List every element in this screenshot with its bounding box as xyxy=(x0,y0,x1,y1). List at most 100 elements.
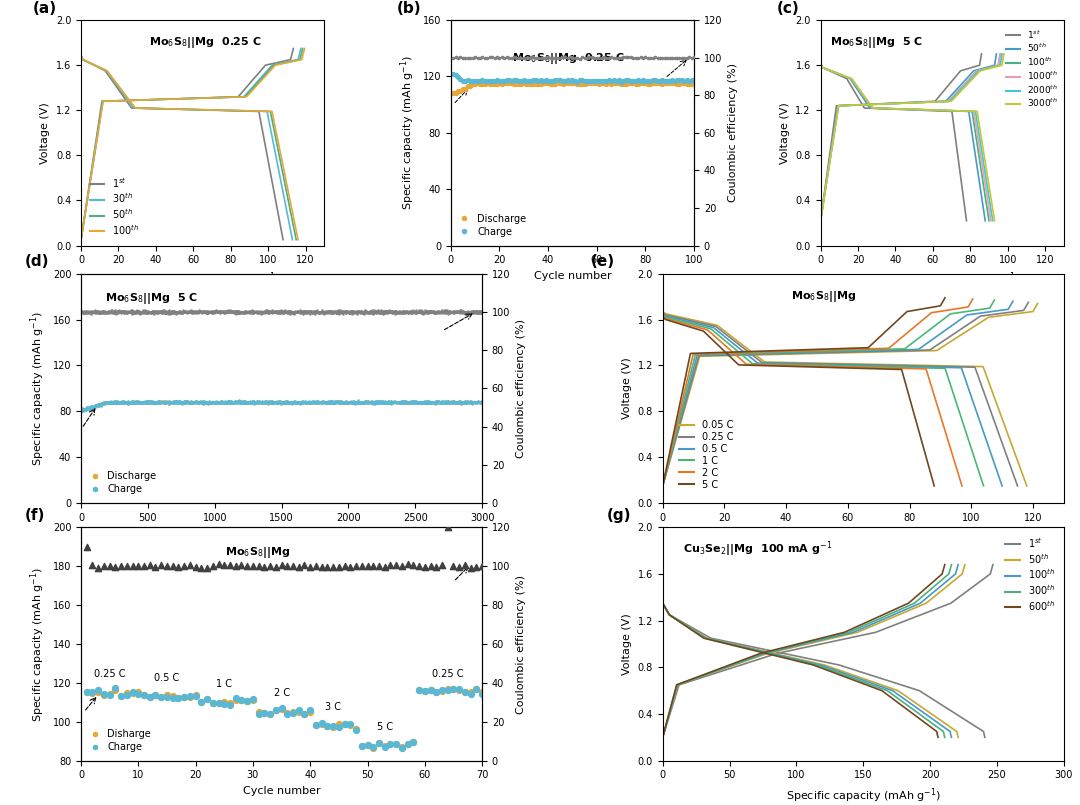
Point xyxy=(298,395,315,408)
Point xyxy=(214,397,231,410)
Point xyxy=(123,396,140,409)
Point xyxy=(429,305,446,318)
Point xyxy=(657,77,674,90)
Point xyxy=(315,306,333,319)
Point xyxy=(285,395,302,408)
Point xyxy=(262,397,280,410)
Point xyxy=(359,396,376,409)
Point xyxy=(423,396,441,409)
Point xyxy=(158,306,175,319)
Point xyxy=(612,77,630,90)
Point xyxy=(415,395,432,408)
Point xyxy=(457,395,474,408)
Point xyxy=(364,395,381,408)
Point xyxy=(167,305,185,318)
Point xyxy=(441,396,458,409)
Point xyxy=(393,306,410,319)
Point xyxy=(359,739,376,752)
Point xyxy=(219,394,237,407)
Point xyxy=(409,396,427,409)
Point xyxy=(426,395,443,408)
Point xyxy=(302,396,320,409)
Point xyxy=(126,395,144,408)
Point xyxy=(517,52,535,64)
Point xyxy=(393,396,410,409)
Point xyxy=(471,78,488,91)
Point xyxy=(157,307,174,320)
Point xyxy=(318,397,335,410)
Point xyxy=(205,395,222,408)
Point xyxy=(368,307,386,320)
Point xyxy=(90,399,107,412)
Point xyxy=(96,305,113,318)
Point xyxy=(237,396,254,409)
Point xyxy=(415,396,432,409)
Point xyxy=(217,396,234,409)
Text: Mo$_6$S$_8$||Mg: Mo$_6$S$_8$||Mg xyxy=(226,545,291,560)
Point xyxy=(424,305,442,318)
Point xyxy=(318,305,335,318)
Point xyxy=(166,307,184,320)
Point xyxy=(82,401,99,414)
Point xyxy=(637,76,654,89)
Point xyxy=(364,306,381,319)
Point xyxy=(433,397,450,410)
Point xyxy=(262,395,280,408)
Point xyxy=(430,305,447,318)
Point xyxy=(215,396,232,409)
Point xyxy=(403,396,420,409)
Point xyxy=(283,395,300,408)
Point xyxy=(399,395,416,408)
Point xyxy=(178,394,195,407)
Point xyxy=(111,397,129,410)
Point xyxy=(139,395,157,408)
Point xyxy=(676,75,693,88)
Point xyxy=(330,560,348,573)
Point xyxy=(336,395,353,408)
Point xyxy=(394,395,411,408)
Point xyxy=(239,694,256,707)
Point xyxy=(199,692,216,705)
Point xyxy=(135,306,152,319)
Point xyxy=(443,306,460,319)
Point xyxy=(288,397,306,410)
Point xyxy=(382,559,400,572)
Point xyxy=(102,306,119,319)
Point xyxy=(416,684,433,697)
Point xyxy=(268,396,285,409)
Point xyxy=(395,396,413,409)
Point xyxy=(168,396,186,409)
Point xyxy=(251,396,268,409)
Point xyxy=(389,396,406,409)
Point xyxy=(335,395,352,408)
Point xyxy=(314,395,332,408)
Point xyxy=(124,686,141,699)
Point xyxy=(375,305,392,318)
Point xyxy=(202,395,219,408)
Point xyxy=(166,306,184,319)
Point xyxy=(399,396,416,409)
Point xyxy=(213,395,230,408)
Point xyxy=(140,395,158,408)
Point xyxy=(345,396,362,409)
Point xyxy=(360,306,377,319)
Point xyxy=(330,396,348,409)
Point xyxy=(307,396,324,409)
Point xyxy=(422,396,440,409)
Point xyxy=(93,398,110,411)
Point xyxy=(410,304,428,317)
Point xyxy=(113,304,131,317)
Point xyxy=(369,306,387,319)
Point xyxy=(346,396,363,409)
Point xyxy=(440,521,457,534)
Point xyxy=(321,395,338,408)
Point xyxy=(389,306,406,319)
Point xyxy=(247,395,265,408)
Point xyxy=(219,396,237,409)
Point xyxy=(80,402,97,415)
Point xyxy=(440,305,457,318)
Point xyxy=(132,397,149,410)
Point xyxy=(242,396,259,409)
Point xyxy=(122,396,139,409)
Point xyxy=(294,394,311,407)
